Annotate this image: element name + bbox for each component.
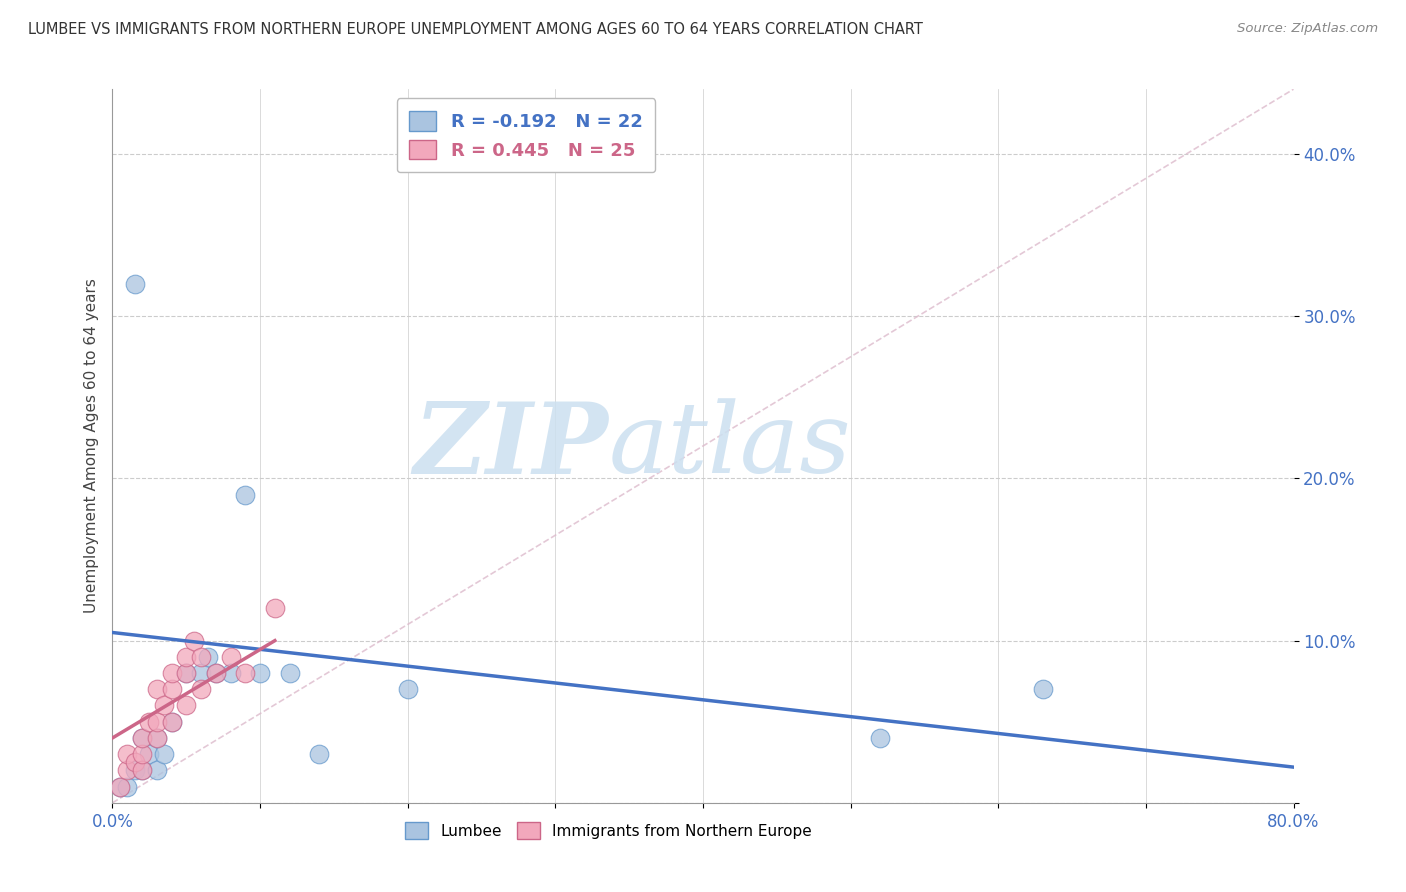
Point	[131, 731, 153, 745]
Point	[219, 666, 242, 681]
Text: LUMBEE VS IMMIGRANTS FROM NORTHERN EUROPE UNEMPLOYMENT AMONG AGES 60 TO 64 YEARS: LUMBEE VS IMMIGRANTS FROM NORTHERN EUROP…	[28, 22, 922, 37]
Point	[396, 682, 419, 697]
Legend: Lumbee, Immigrants from Northern Europe: Lumbee, Immigrants from Northern Europe	[399, 816, 818, 845]
Point	[117, 780, 138, 794]
Point	[249, 666, 271, 681]
Point	[233, 488, 256, 502]
Point	[160, 682, 183, 697]
Point	[183, 633, 205, 648]
Y-axis label: Unemployment Among Ages 60 to 64 years: Unemployment Among Ages 60 to 64 years	[83, 278, 98, 614]
Point	[153, 698, 176, 713]
Point	[869, 731, 891, 745]
Point	[174, 666, 197, 681]
Point	[197, 649, 219, 664]
Point	[264, 601, 287, 615]
Point	[117, 747, 138, 761]
Point	[160, 714, 183, 729]
Point	[308, 747, 330, 761]
Text: atlas: atlas	[609, 399, 851, 493]
Point	[190, 666, 212, 681]
Point	[124, 756, 146, 770]
Point	[190, 649, 212, 664]
Point	[160, 666, 183, 681]
Point	[278, 666, 301, 681]
Point	[160, 714, 183, 729]
Point	[131, 747, 153, 761]
Point	[146, 731, 169, 745]
Point	[131, 764, 153, 778]
Point	[146, 731, 169, 745]
Point	[205, 666, 228, 681]
Point	[138, 747, 160, 761]
Point	[108, 780, 131, 794]
Point	[138, 714, 160, 729]
Point	[131, 764, 153, 778]
Text: ZIP: ZIP	[413, 398, 609, 494]
Point	[1032, 682, 1054, 697]
Point	[146, 764, 169, 778]
Point	[190, 682, 212, 697]
Point	[219, 649, 242, 664]
Point	[146, 714, 169, 729]
Text: Source: ZipAtlas.com: Source: ZipAtlas.com	[1237, 22, 1378, 36]
Point	[174, 666, 197, 681]
Point	[124, 764, 146, 778]
Point	[233, 666, 256, 681]
Point	[146, 682, 169, 697]
Point	[117, 764, 138, 778]
Point	[124, 277, 146, 291]
Point	[205, 666, 228, 681]
Point	[174, 698, 197, 713]
Point	[108, 780, 131, 794]
Point	[174, 649, 197, 664]
Point	[153, 747, 176, 761]
Point	[131, 731, 153, 745]
